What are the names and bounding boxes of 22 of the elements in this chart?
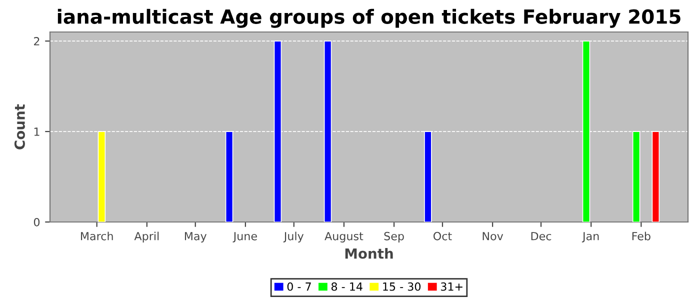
x-axis-title: Month <box>345 248 393 259</box>
x-tick-label: Feb <box>632 232 650 240</box>
x-tick-label: June <box>232 232 257 242</box>
x-tick-label: April <box>134 232 159 242</box>
x-tick-label: Sep <box>384 232 404 242</box>
x-tick-label: Nov <box>482 232 504 240</box>
y-tick-label: 1 <box>34 128 40 136</box>
x-tick-label: March <box>81 232 113 240</box>
legend-label: 8 - 14 <box>331 282 362 291</box>
legend-label: 0 - 7 <box>287 282 311 291</box>
x-tick-label: July <box>283 232 304 242</box>
chart-title: iana-multicast Age groups of open tickets February 2015 <box>58 8 680 28</box>
x-tick-label: Jan <box>582 232 599 242</box>
x-tick-label: May <box>184 232 207 242</box>
x-tick-label: Oct <box>434 232 452 240</box>
x-tick-label: August <box>324 232 364 242</box>
legend-label: 31+ <box>440 282 462 291</box>
x-tick-label: Dec <box>531 232 552 240</box>
legend-label: 15 - 30 <box>383 282 421 291</box>
y-tick-label: 0 <box>34 218 40 226</box>
y-axis-title: Count <box>14 104 25 150</box>
y-tick-label: 2 <box>34 37 40 46</box>
